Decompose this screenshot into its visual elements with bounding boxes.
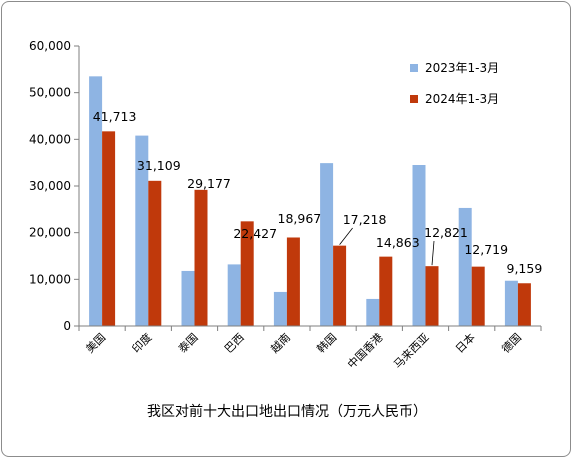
legend-swatch-2 xyxy=(410,95,418,103)
legend-label-2: 2024年1-3月 xyxy=(425,92,499,106)
data-label: 31,109 xyxy=(137,158,181,173)
y-tick-label: 60,000 xyxy=(29,39,71,53)
bar-2-6 xyxy=(333,245,347,326)
data-label: 17,218 xyxy=(343,212,387,227)
x-tick-label: 马来西亚 xyxy=(391,331,431,371)
bar-2-8 xyxy=(425,266,439,326)
bar-2-10 xyxy=(517,283,531,326)
bar-1-1 xyxy=(89,76,103,326)
x-tick-label: 韩国 xyxy=(314,330,339,355)
bar-1-9 xyxy=(458,207,472,326)
y-tick-label: 0 xyxy=(63,319,71,333)
x-tick-label: 德国 xyxy=(499,330,524,355)
data-label: 12,821 xyxy=(424,225,468,240)
x-tick-label: 印度 xyxy=(129,330,154,355)
data-label: 29,177 xyxy=(187,176,231,191)
y-tick-label: 50,000 xyxy=(29,86,71,100)
x-tick-label: 日本 xyxy=(452,330,477,355)
chart-title: 我区对前十大出口地出口情况（万元人民币） xyxy=(147,403,427,420)
legend-label-1: 2023年1-3月 xyxy=(425,61,499,75)
y-tick-label: 20,000 xyxy=(29,226,71,240)
bar-2-1 xyxy=(102,131,116,326)
bars-layer xyxy=(89,76,531,326)
data-label: 12,719 xyxy=(464,242,508,257)
data-label: 9,159 xyxy=(507,261,543,276)
y-tick-label: 10,000 xyxy=(29,272,71,286)
x-tick-label: 美国 xyxy=(83,331,108,356)
bar-1-10 xyxy=(504,280,518,326)
x-tick-label: 泰国 xyxy=(175,330,200,355)
data-label: 14,863 xyxy=(376,235,420,250)
bar-1-2 xyxy=(135,135,149,326)
y-tick-label: 40,000 xyxy=(29,132,71,146)
bar-1-5 xyxy=(273,291,287,326)
legend-swatch-1 xyxy=(410,64,418,72)
bar-2-3 xyxy=(194,189,208,326)
bar-2-5 xyxy=(286,237,300,326)
bar-2-4 xyxy=(240,221,254,326)
bar-1-4 xyxy=(227,264,241,326)
bar-1-3 xyxy=(181,270,195,326)
x-tick-label: 越南 xyxy=(268,330,293,355)
bar-1-7 xyxy=(366,298,380,326)
x-tick-label: 巴西 xyxy=(222,331,247,356)
data-label: 18,967 xyxy=(278,211,322,226)
y-tick-label: 30,000 xyxy=(29,179,71,193)
bar-2-9 xyxy=(471,266,485,326)
data-label-leader-line xyxy=(339,227,353,245)
bar-2-2 xyxy=(148,180,162,326)
bar-1-8 xyxy=(412,165,426,326)
data-label-leader-line xyxy=(431,240,435,266)
legend: 2023年1-3月 2024年1-3月 xyxy=(410,61,499,106)
x-tick-label: 中国香港 xyxy=(345,331,385,371)
bar-1-6 xyxy=(320,163,334,326)
bar-2-7 xyxy=(379,256,393,326)
data-label: 22,427 xyxy=(233,226,277,241)
data-label: 41,713 xyxy=(93,109,137,124)
